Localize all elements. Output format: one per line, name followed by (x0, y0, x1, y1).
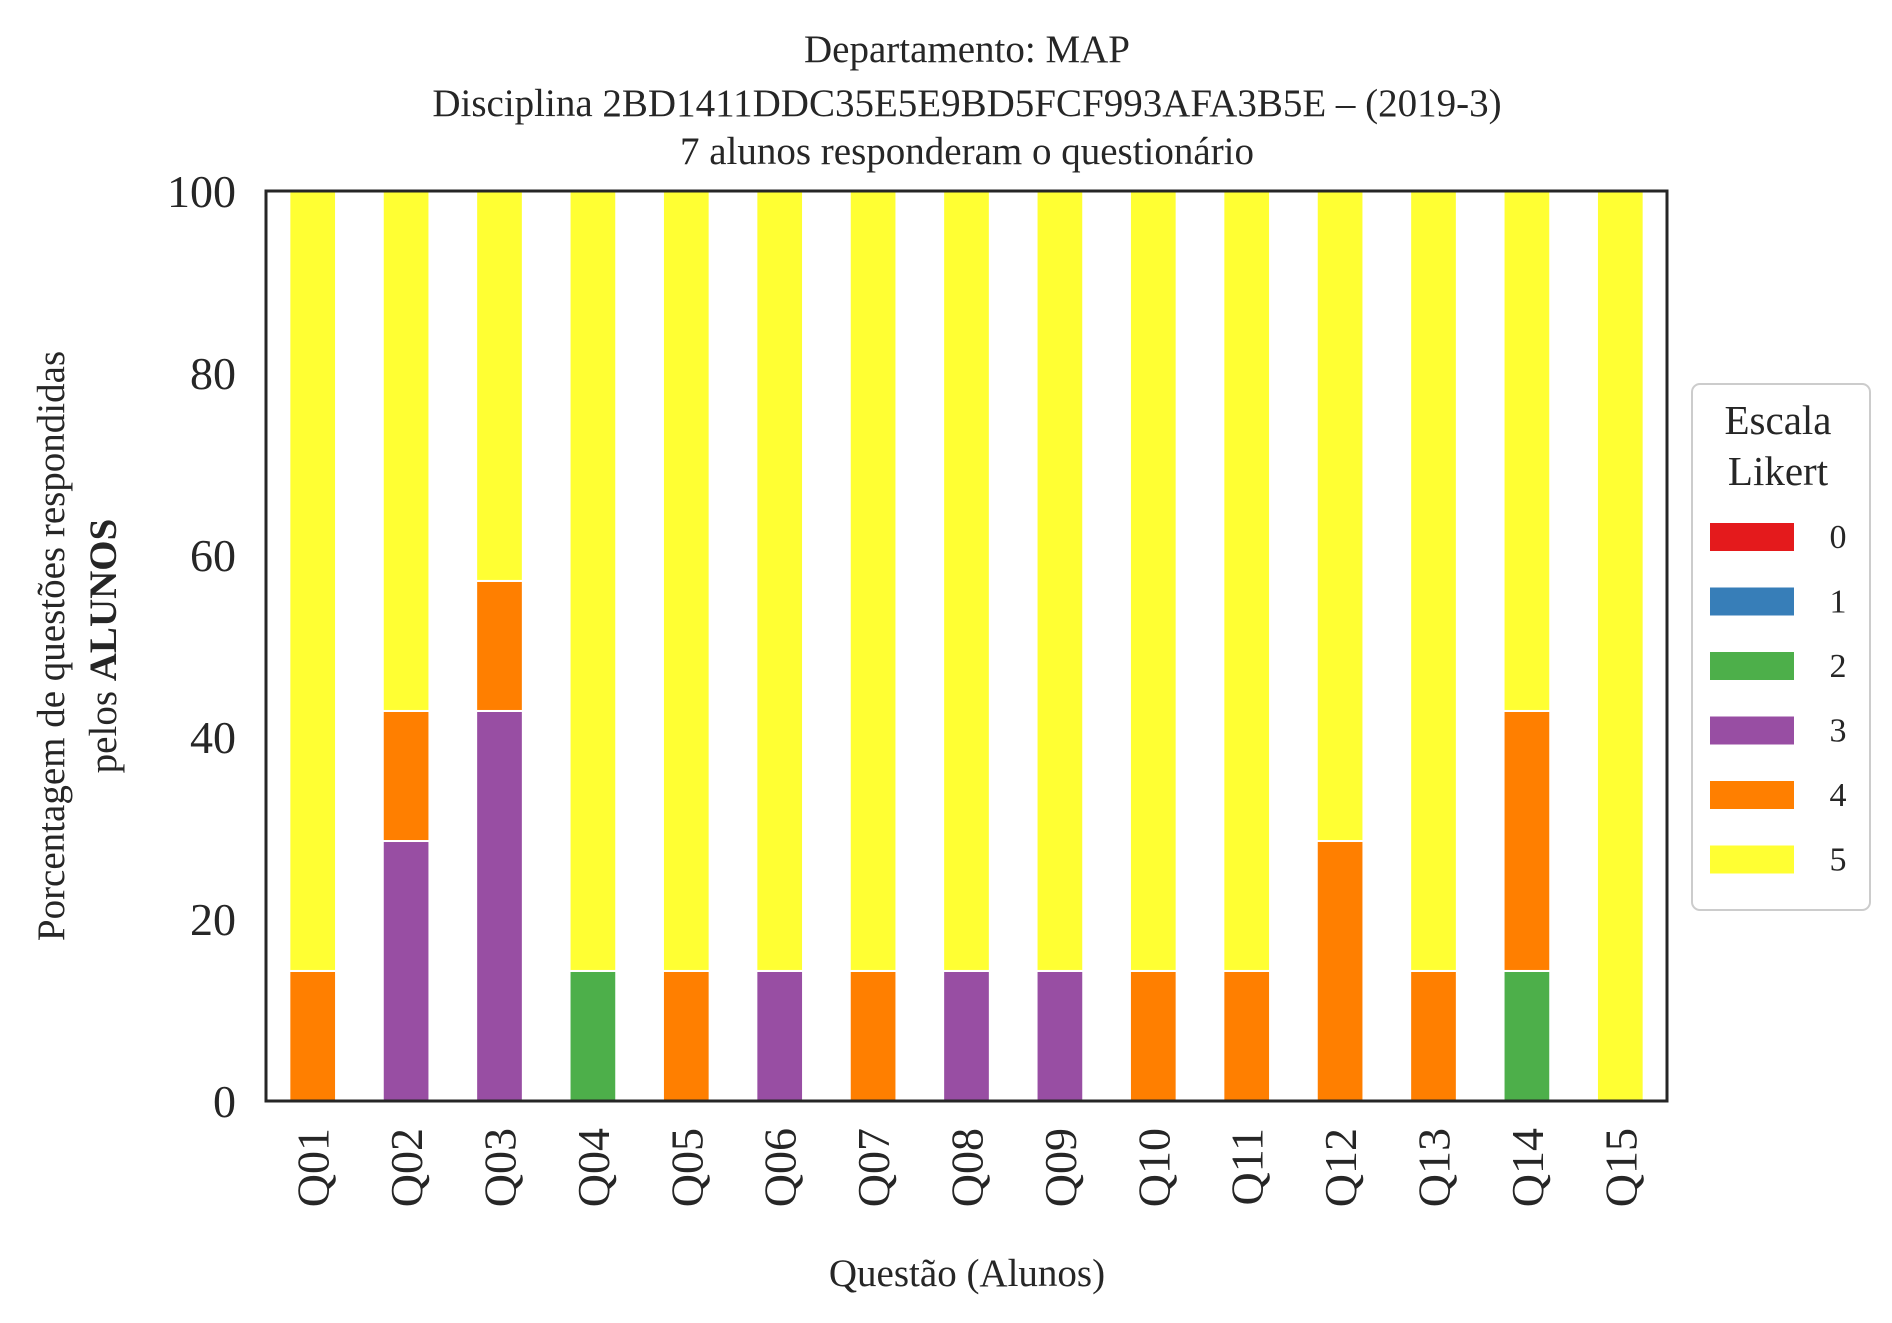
legend-label-3: 3 (1830, 713, 1847, 750)
x-axis-ticks: Q01 Q02 Q03 Q04 Q05 Q06 Q07 Q08 Q09 Q10 Q11 Q12 Q13 Q… (288, 1128, 1647, 1207)
y-axis-label-line-1: Porcentagem de questões respondidas (30, 351, 73, 941)
legend-label-0: 0 (1830, 519, 1847, 556)
bar-Q01-likert-5 (288, 190, 338, 972)
bar-Q13-likert-4 (1409, 969, 1458, 1103)
bar-Q03-likert-3 (475, 709, 524, 1102)
x-tick-label-Q06: Q06 (755, 1128, 806, 1207)
legend-label-4: 4 (1830, 777, 1847, 814)
y-tick-label-0: 0 (213, 1076, 236, 1127)
legend-box (1691, 383, 1871, 911)
bar-Q14-likert-2 (1502, 969, 1552, 1103)
bar-Q07-likert-4 (848, 969, 898, 1103)
bar-Q09-likert-5 (1035, 190, 1085, 972)
bar-Q14-likert-4 (1502, 709, 1552, 972)
chart-title: Departamento: MAP Disciplina 2BD1411DDC3… (432, 28, 1501, 173)
bar-Q11-likert-4 (1222, 969, 1272, 1103)
x-tick-label-Q08: Q08 (942, 1128, 993, 1207)
x-tick-label-Q02: Q02 (381, 1128, 432, 1207)
y-axis-label: Porcentagem de questões respondidas pelo… (30, 351, 125, 941)
legend-swatch-5 (1710, 845, 1794, 874)
bar-Q04-likert-2 (568, 969, 618, 1103)
bar-Q12-likert-5 (1315, 190, 1365, 843)
x-tick-label-Q09: Q09 (1035, 1128, 1086, 1207)
bar-Q13-likert-5 (1409, 190, 1458, 972)
legend-title-line-2: Likert (1728, 448, 1829, 494)
legend: Escala Likert 0 1 2 3 4 5 (1691, 383, 1871, 911)
legend-label-1: 1 (1830, 584, 1847, 621)
y-axis-label-bold: ALUNOS (82, 519, 125, 682)
bar-Q06-likert-5 (755, 190, 805, 972)
bar-Q05-likert-4 (661, 969, 711, 1103)
legend-items: 0 1 2 3 4 5 (1710, 519, 1847, 879)
title-line-2: Disciplina 2BD1411DDC35E5E9BD5FCF993AFA3… (432, 82, 1501, 125)
x-tick-label-Q15: Q15 (1595, 1128, 1646, 1207)
legend-swatch-4 (1710, 781, 1794, 809)
bar-Q02-likert-5 (381, 190, 431, 712)
bar-Q06-likert-3 (755, 969, 805, 1103)
y-axis-label-line-2: pelos ALUNOS (82, 519, 125, 774)
x-tick-label-Q03: Q03 (475, 1128, 526, 1207)
legend-swatch-0 (1710, 523, 1794, 551)
bar-Q02-likert-3 (381, 840, 431, 1102)
legend-label-5: 5 (1830, 842, 1847, 879)
y-tick-label-100: 100 (167, 166, 236, 217)
bar-Q09-likert-3 (1035, 969, 1085, 1103)
plot-frame (264, 189, 1669, 1103)
bar-Q10-likert-4 (1128, 969, 1178, 1103)
x-tick-label-Q10: Q10 (1128, 1128, 1179, 1207)
legend-swatch-1 (1710, 587, 1794, 616)
bar-Q11-likert-5 (1222, 190, 1272, 972)
bar-Q07-likert-5 (848, 190, 898, 972)
x-tick-label-Q04: Q04 (568, 1128, 619, 1207)
bar-Q12-likert-4 (1315, 840, 1365, 1102)
legend-label-2: 2 (1830, 648, 1847, 685)
x-tick-label-Q13: Q13 (1409, 1128, 1460, 1207)
bar-Q14-likert-5 (1502, 190, 1552, 712)
bar-Q02-likert-4 (381, 709, 431, 843)
legend-swatch-3 (1710, 716, 1794, 745)
x-tick-label-Q01: Q01 (288, 1128, 339, 1207)
x-tick-label-Q07: Q07 (848, 1128, 899, 1207)
y-tick-label-60: 60 (190, 530, 236, 581)
y-tick-label-40: 40 (190, 712, 236, 763)
x-tick-label-Q12: Q12 (1315, 1128, 1366, 1207)
bar-Q03-likert-5 (475, 189, 524, 582)
x-tick-label-Q05: Q05 (661, 1128, 712, 1207)
bar-Q04-likert-5 (568, 190, 618, 972)
title-line-1: Departamento: MAP (804, 28, 1130, 71)
x-tick-label-Q14: Q14 (1502, 1128, 1553, 1207)
legend-title-line-1: Escala (1725, 397, 1832, 443)
y-axis-ticks: 0 20 40 60 80 100 (167, 166, 236, 1127)
bar-Q08-likert-3 (942, 969, 991, 1103)
bar-Q01-likert-4 (288, 969, 338, 1103)
x-axis-label: Questão (Alunos) (829, 1252, 1105, 1295)
y-tick-label-80: 80 (190, 348, 236, 399)
legend-swatch-2 (1710, 652, 1794, 680)
x-tick-label-Q11: Q11 (1222, 1128, 1273, 1206)
bar-Q08-likert-5 (942, 190, 991, 972)
y-tick-label-20: 20 (190, 894, 236, 945)
title-line-3: 7 alunos responderam o questionário (680, 130, 1254, 173)
bar-Q05-likert-5 (661, 190, 711, 972)
bars-layer (288, 189, 1645, 1103)
bar-Q15-likert-5 (1595, 190, 1645, 1102)
bar-Q03-likert-4 (475, 579, 524, 712)
y-axis-label-prefix: pelos (82, 681, 125, 773)
bar-Q10-likert-5 (1128, 190, 1178, 972)
